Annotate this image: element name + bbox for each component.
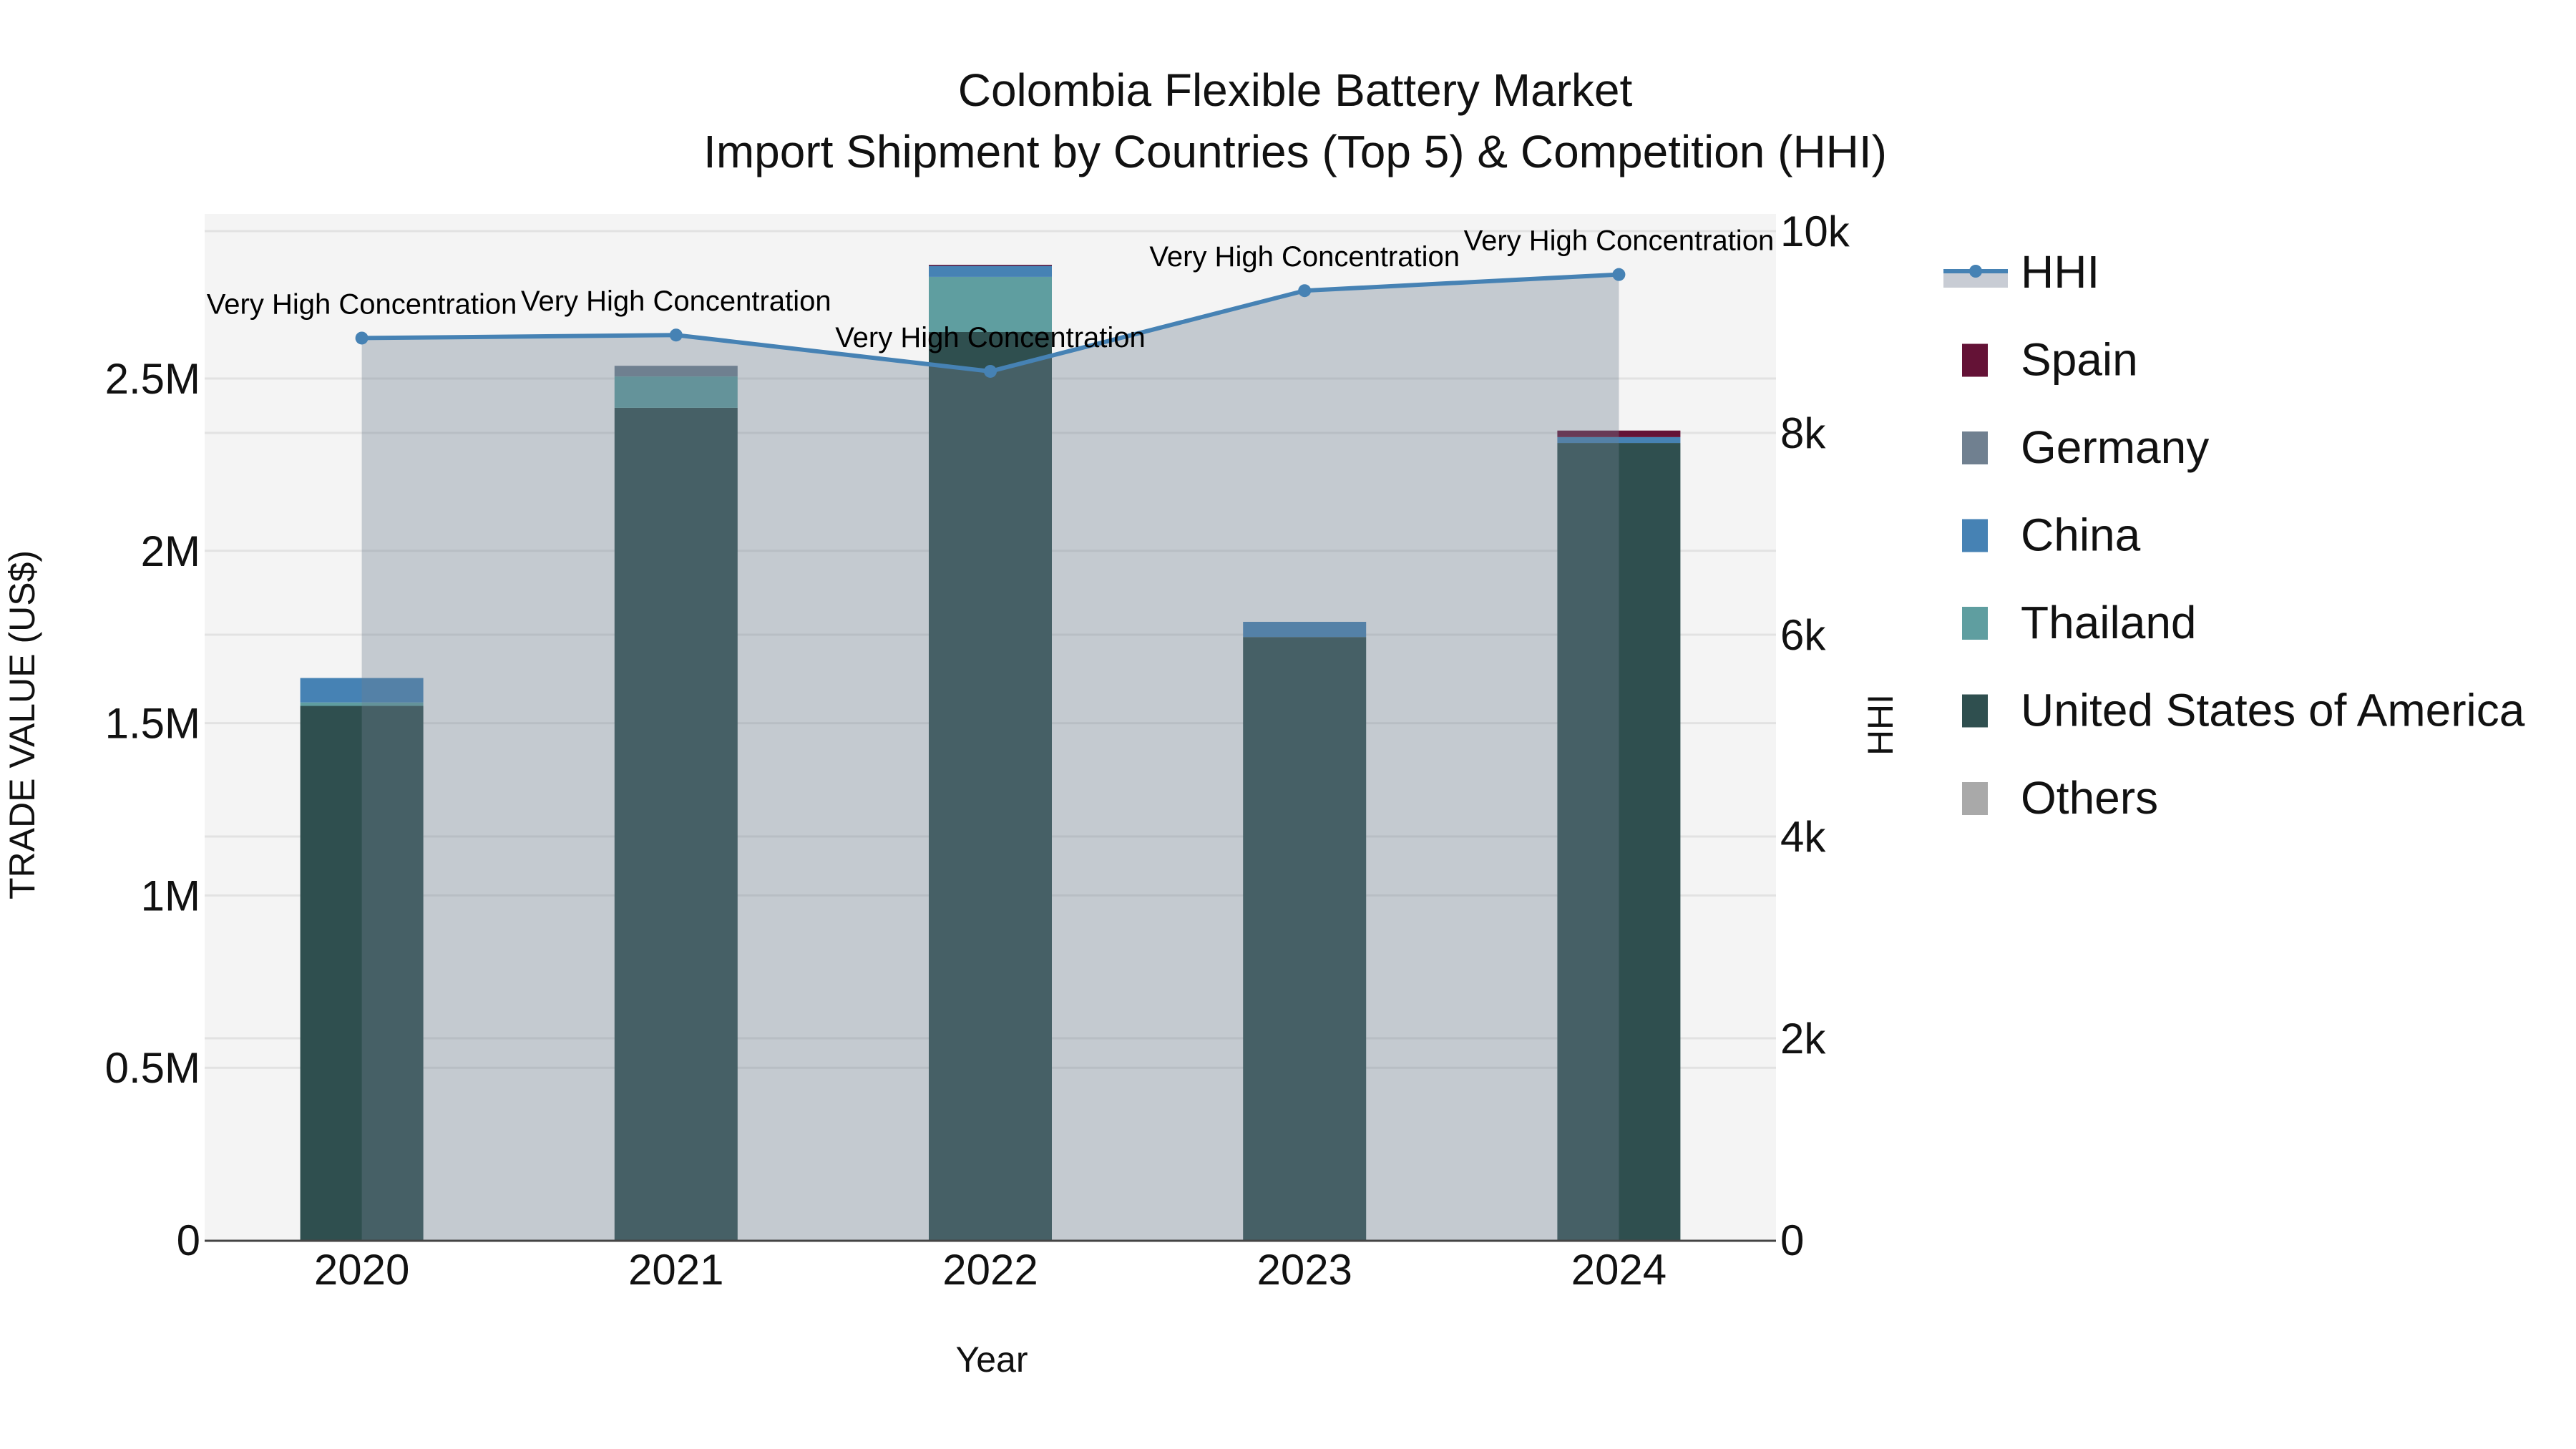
bar-segment-united-states-of-america-2021 <box>614 407 738 1240</box>
legend: HHI Spain Germany China Thailand United State… <box>1943 246 2525 824</box>
hhi-area <box>361 274 1619 1240</box>
legend-swatch-thailand-icon <box>1962 607 1988 640</box>
legend-swatch-spain-icon <box>1962 343 1988 377</box>
hhi-annotation-2020: Very High Concentration <box>207 288 517 320</box>
legend-item-usa[interactable]: United States of America <box>1962 685 2525 736</box>
x-tick-label-2022: 2022 <box>942 1246 1038 1294</box>
y-right-tick-label: 8k <box>1780 409 1826 457</box>
legend-item-hhi[interactable]: HHI <box>1943 246 2099 298</box>
legend-label-usa: United States of America <box>2021 685 2525 736</box>
x-axis-ticks: 2020 2021 2022 2023 2024 <box>314 1246 1667 1294</box>
y-axis-left-title: TRADE VALUE (US$) <box>2 550 42 899</box>
bar-segment-china-2022 <box>929 265 1052 277</box>
legend-label-thailand: Thailand <box>2021 597 2197 648</box>
stacked-bars <box>300 265 1681 1240</box>
y-right-tick-label: 0 <box>1780 1216 1804 1264</box>
bar-segment-united-states-of-america-2023 <box>1243 637 1367 1240</box>
legend-hhi-marker-icon <box>1969 265 1982 278</box>
hhi-annotation-2021: Very High Concentration <box>521 286 831 317</box>
hhi-marker-2022[interactable] <box>984 364 997 378</box>
y-right-tick-label: 10k <box>1780 208 1850 255</box>
y-axis-right-ticks: 0 2k 4k 6k 8k 10k <box>1780 208 1850 1264</box>
hhi-annotation-2024: Very High Concentration <box>1464 225 1775 257</box>
legend-swatch-usa-icon <box>1962 694 1988 728</box>
bar-segment-china-2024 <box>1557 436 1681 444</box>
hhi-marker-2024[interactable] <box>1612 268 1626 281</box>
bar-segment-united-states-of-america-2022 <box>929 331 1052 1240</box>
legend-item-china[interactable]: China <box>1962 509 2141 561</box>
y-left-tick-label: 1.5M <box>105 700 200 748</box>
legend-label-hhi: HHI <box>2021 246 2099 298</box>
bar-segment-thailand-2020 <box>300 702 424 706</box>
legend-label-china: China <box>2021 509 2141 561</box>
bar-segment-united-states-of-america-2024 <box>1557 443 1681 1240</box>
legend-item-germany[interactable]: Germany <box>1962 421 2209 473</box>
hhi-marker-2021[interactable] <box>669 328 683 342</box>
y-left-tick-label: 2M <box>141 527 200 575</box>
legend-label-spain: Spain <box>2021 334 2138 386</box>
y-right-tick-label: 2k <box>1780 1015 1826 1063</box>
legend-label-others: Others <box>2021 772 2158 824</box>
bar-segment-china-2020 <box>300 678 424 703</box>
x-axis-title: Year <box>955 1340 1028 1380</box>
bar-segment-spain-2024 <box>1557 430 1681 437</box>
x-tick-label-2024: 2024 <box>1571 1246 1667 1294</box>
bar-segment-united-states-of-america-2020 <box>300 706 424 1240</box>
bar-segment-thailand-2021 <box>614 376 738 408</box>
y-right-tick-label: 6k <box>1780 611 1826 659</box>
legend-label-germany: Germany <box>2021 421 2209 473</box>
y-axis-left-ticks: 0 0.5M 1M 1.5M 2M 2.5M <box>105 355 200 1264</box>
x-tick-label-2023: 2023 <box>1257 1246 1352 1294</box>
hhi-marker-2020[interactable] <box>355 331 369 345</box>
hhi-series <box>355 268 1626 1240</box>
bar-segment-china-2023 <box>1243 622 1367 638</box>
legend-item-thailand[interactable]: Thailand <box>1962 597 2197 648</box>
y-left-tick-label: 2.5M <box>105 355 200 403</box>
bar-segment-germany-2021 <box>614 366 738 377</box>
x-tick-label-2021: 2021 <box>628 1246 723 1294</box>
chart-title-line1: Colombia Flexible Battery Market <box>958 64 1633 116</box>
legend-swatch-germany-icon <box>1962 431 1988 464</box>
hhi-marker-2023[interactable] <box>1298 284 1312 298</box>
chart-title-line2: Import Shipment by Countries (Top 5) & C… <box>703 126 1887 177</box>
y-axis-right-title: HHI <box>1860 694 1901 756</box>
hhi-annotations: Very High Concentration Very High Concent… <box>207 225 1774 353</box>
y-right-tick-label: 4k <box>1780 813 1826 861</box>
legend-swatch-others-icon <box>1962 782 1988 815</box>
legend-swatch-china-icon <box>1962 519 1988 552</box>
bar-segment-thailand-2022 <box>929 276 1052 332</box>
y-left-tick-label: 1M <box>141 872 200 919</box>
x-tick-label-2020: 2020 <box>314 1246 409 1294</box>
y-left-tick-label: 0.5M <box>105 1044 200 1092</box>
bar-segment-spain-2022 <box>929 265 1052 266</box>
legend-item-others[interactable]: Others <box>1962 772 2158 824</box>
legend-item-spain[interactable]: Spain <box>1962 334 2138 386</box>
hhi-annotation-2022: Very High Concentration <box>835 322 1146 353</box>
y-left-tick-label: 0 <box>177 1216 200 1264</box>
hhi-annotation-2023: Very High Concentration <box>1149 241 1460 273</box>
